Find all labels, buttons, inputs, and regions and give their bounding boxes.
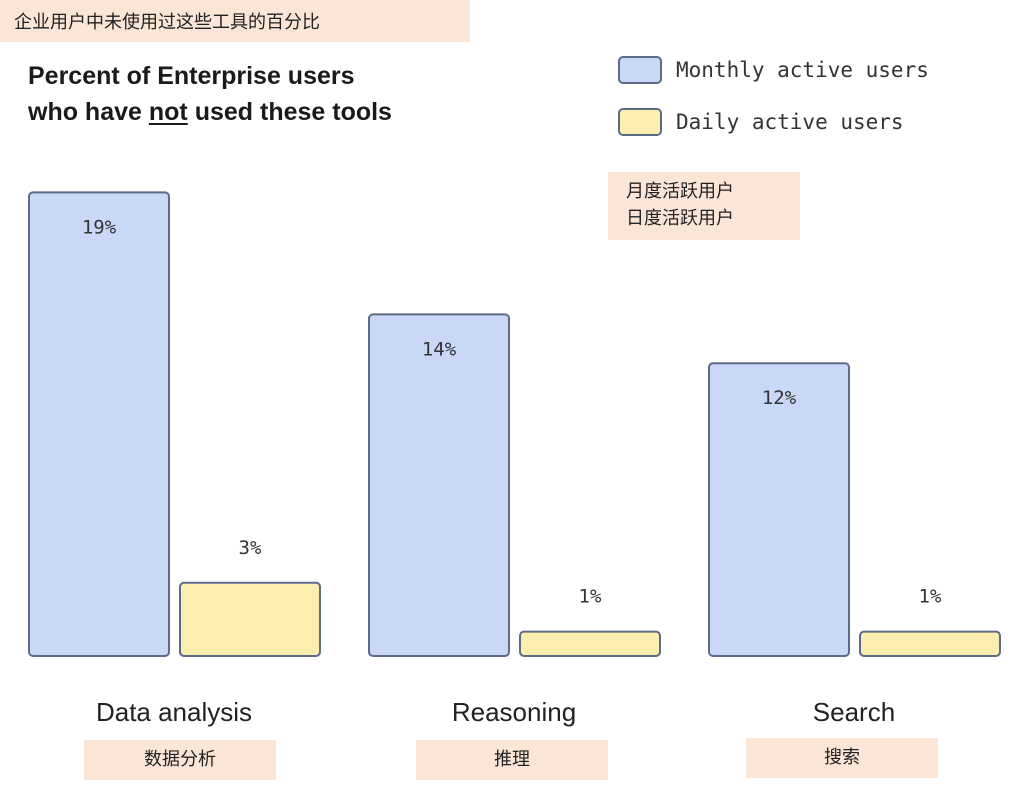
bar-daily-data-analysis	[179, 581, 321, 657]
chinese-legend-monthly: 月度活跃用户	[626, 181, 734, 202]
chinese-category-box-reasoning: 推理	[416, 740, 608, 780]
bar-monthly-data-analysis	[28, 191, 170, 657]
legend-label-monthly: Monthly active users	[676, 58, 929, 82]
category-label-search: Search	[813, 697, 895, 727]
value-label-daily-search: 1%	[919, 586, 942, 608]
chart-title-line-2: who have not used these tools	[28, 94, 392, 130]
chinese-legend-daily: 日度活跃用户	[626, 208, 734, 229]
value-label-monthly-data-analysis: 19%	[82, 216, 117, 238]
value-label-daily-reasoning: 1%	[579, 586, 602, 608]
chinese-legend-box: 月度活跃用户 日度活跃用户	[608, 172, 800, 240]
chinese-title-box: 企业用户中未使用过这些工具的百分比	[0, 0, 470, 42]
legend-item-daily: Daily active users	[618, 108, 904, 136]
category-label-reasoning: Reasoning	[452, 697, 576, 727]
bar-monthly-search	[708, 362, 850, 657]
title-part-after: used these tools	[187, 98, 392, 126]
chart-title: Percent of Enterprise users who have not…	[28, 58, 392, 130]
chinese-category-reasoning: 推理	[494, 749, 530, 770]
chinese-category-box-data-analysis: 数据分析	[84, 740, 276, 780]
chinese-category-box-search: 搜索	[746, 738, 938, 778]
value-label-monthly-search: 12%	[762, 387, 797, 409]
chinese-category-data-analysis: 数据分析	[144, 749, 216, 770]
title-part-before: who have	[28, 98, 149, 126]
value-label-daily-data-analysis: 3%	[239, 537, 262, 559]
legend-label-daily: Daily active users	[676, 110, 904, 134]
legend-item-monthly: Monthly active users	[618, 56, 929, 84]
value-label-monthly-reasoning: 14%	[422, 338, 457, 360]
legend-swatch-daily	[618, 108, 662, 136]
bar-monthly-reasoning	[368, 313, 510, 657]
bar-daily-search	[859, 630, 1001, 657]
category-label-data-analysis: Data analysis	[96, 697, 252, 727]
title-underlined-word: not	[148, 98, 188, 126]
chinese-category-search: 搜索	[824, 747, 860, 768]
chart-title-line-1: Percent of Enterprise users	[28, 62, 355, 90]
chinese-title: 企业用户中未使用过这些工具的百分比	[14, 12, 320, 33]
legend-swatch-monthly	[618, 56, 662, 84]
bar-daily-reasoning	[519, 630, 661, 657]
